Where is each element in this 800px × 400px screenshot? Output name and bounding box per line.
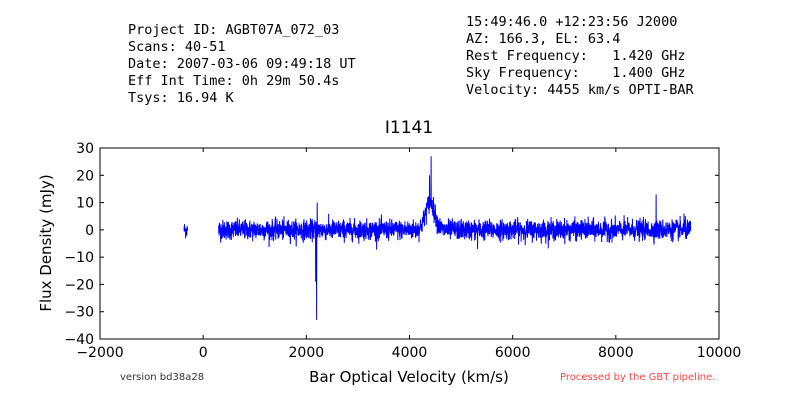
x-tick-label: 4000 [392,345,428,361]
right-info-line: 15:49:46.0 +12:23:56 J2000 [466,14,678,30]
left-info-line: Date: 2007-03-06 09:49:18 UT [128,56,356,72]
y-tick-label: 30 [76,141,94,157]
spectrum-line [183,224,188,239]
x-axis-label: Bar Optical Velocity (km/s) [309,368,509,386]
left-info-line: Eff Int Time: 0h 29m 50.4s [128,73,340,89]
y-tick-label: −30 [64,305,94,321]
left-info-line: Project ID: AGBT07A_072_03 [128,22,340,38]
y-tick-label: −10 [64,250,94,266]
y-tick-label: 20 [76,168,94,184]
chart-title: I1141 [385,118,433,138]
right-info-line: Velocity: 4455 km/s OPTI-BAR [466,82,694,98]
x-tick-label: 10000 [697,345,742,361]
pipeline-note: Processed by the GBT pipeline. [560,372,715,383]
y-axis-label: Flux Density (mJy) [37,174,55,311]
version-label: version bd38a28 [120,372,204,383]
x-tick-label: 0 [199,345,208,361]
observation-info-right: 15:49:46.0 +12:23:56 J2000 AZ: 166.3, EL:… [466,14,694,99]
x-tick-label: 8000 [598,345,634,361]
spectrum-series [183,156,692,320]
spectrum-line [218,156,692,320]
y-tick-label: 0 [85,223,94,239]
right-info-line: Rest Frequency: 1.420 GHz [466,48,686,64]
y-tick-label: −40 [64,332,94,348]
x-tick-label: 2000 [289,345,325,361]
right-info-line: Sky Frequency: 1.400 GHz [466,65,686,81]
y-axis-ticks: −40 −30 −20 −10 0 10 20 30 [64,141,719,348]
x-axis-ticks: −2000 0 2000 4000 6000 8000 10000 [76,148,741,361]
x-tick-label: 6000 [495,345,531,361]
y-tick-label: −20 [64,277,94,293]
y-tick-label: 10 [76,196,94,212]
plot-frame [99,147,720,340]
observation-info-left: Project ID: AGBT07A_072_03 Scans: 40-51 Da… [128,22,356,107]
right-info-line: AZ: 166.3, EL: 63.4 [466,31,621,47]
x-tick-label: −2000 [76,345,123,361]
left-info-line: Scans: 40-51 [128,39,226,55]
left-info-line: Tsys: 16.94 K [128,90,234,106]
